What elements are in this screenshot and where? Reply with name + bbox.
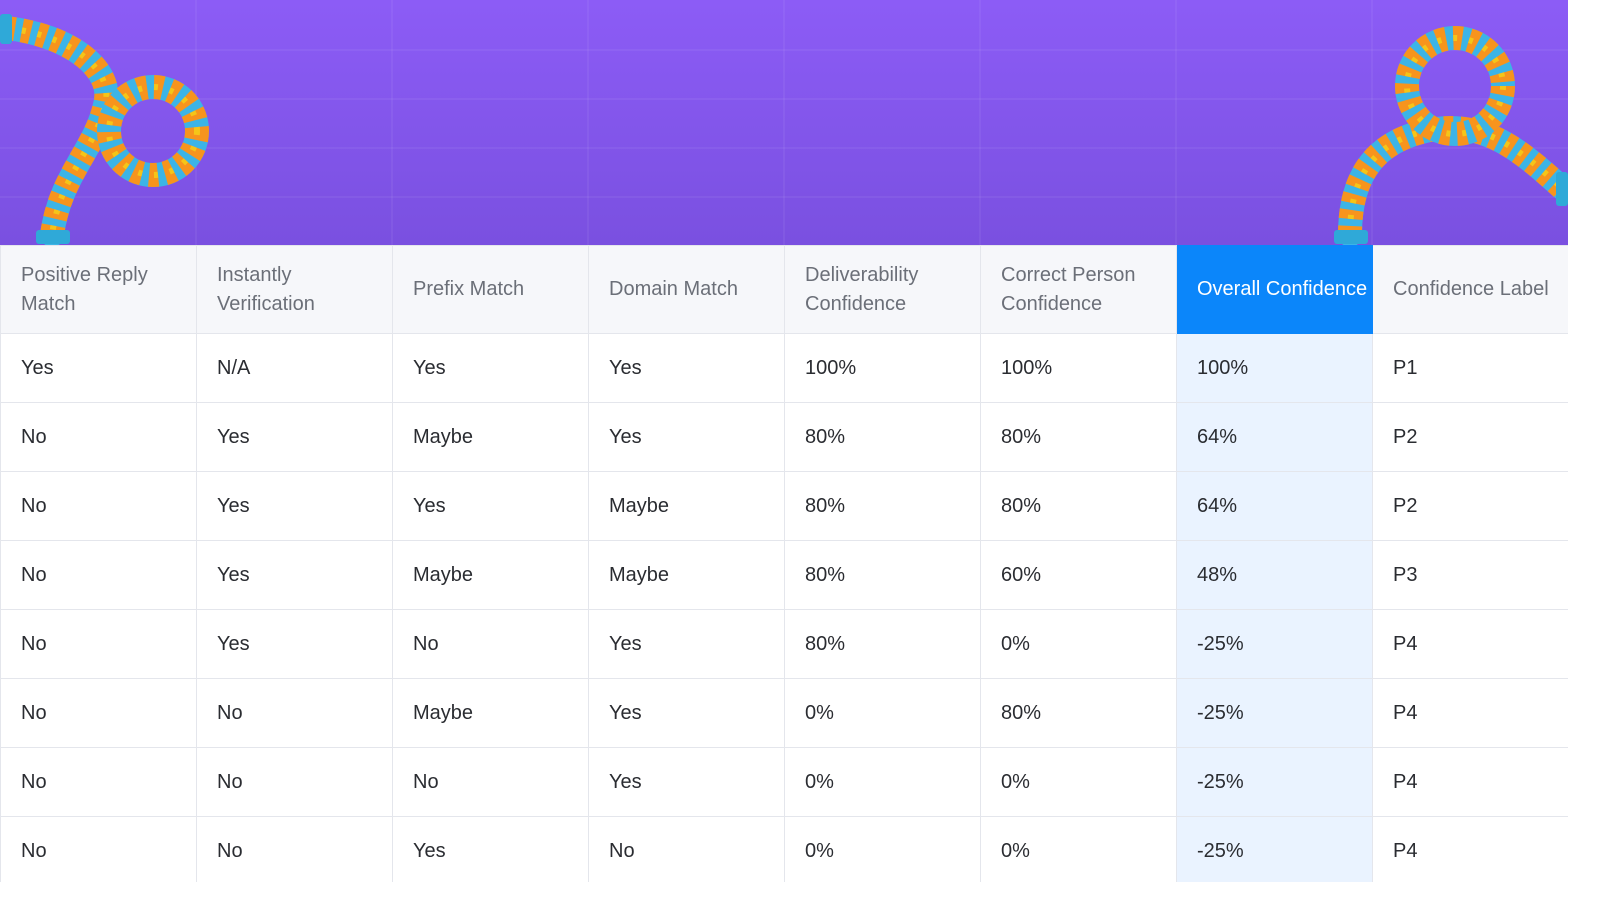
table-cell: N/A	[196, 333, 393, 403]
table-cell: P1	[1372, 333, 1568, 403]
table-cell: 80%	[784, 471, 981, 541]
table-cell: P4	[1372, 816, 1568, 882]
table-row: No Yes Maybe Yes 80% 80% 64% P2	[0, 402, 1568, 472]
table-cell: 0%	[784, 678, 981, 748]
table-cell: -25%	[1176, 816, 1373, 882]
table-cell: -25%	[1176, 747, 1373, 817]
table-cell: -25%	[1176, 678, 1373, 748]
table-cell: Yes	[196, 402, 393, 472]
confidence-table: Positive Reply Match Instantly Verificat…	[0, 245, 1568, 882]
table-row: No No No Yes 0% 0% -25% P4	[0, 747, 1568, 817]
table-cell: 80%	[980, 471, 1177, 541]
table-cell: No	[0, 402, 197, 472]
table-cell: P4	[1372, 609, 1568, 679]
table-cell: Maybe	[392, 540, 589, 610]
table-cell: 64%	[1176, 402, 1373, 472]
table-cell: Yes	[392, 816, 589, 882]
table-cell: 100%	[980, 333, 1177, 403]
banner-grid	[0, 0, 1568, 245]
table-cell: No	[0, 540, 197, 610]
table-row: No Yes No Yes 80% 0% -25% P4	[0, 609, 1568, 679]
table-cell: Yes	[588, 402, 785, 472]
table-cell: Maybe	[392, 678, 589, 748]
table-body: Yes N/A Yes Yes 100% 100% 100% P1 No Yes Maybe Yes 8…	[0, 333, 1568, 882]
table-cell: Yes	[392, 333, 589, 403]
table-cell: Yes	[196, 540, 393, 610]
table-cell: No	[0, 471, 197, 541]
table-cell: No	[196, 816, 393, 882]
table-cell: No	[196, 678, 393, 748]
table-cell: No	[0, 747, 197, 817]
table-cell: P4	[1372, 678, 1568, 748]
table-row: No No Maybe Yes 0% 80% -25% P4	[0, 678, 1568, 748]
table-cell: 0%	[980, 816, 1177, 882]
infographic-card: Positive Reply Match Instantly Verificat…	[0, 0, 1568, 882]
rope-icon	[0, 14, 209, 245]
table-cell: No	[196, 747, 393, 817]
table-cell: Yes	[588, 609, 785, 679]
table-cell: Maybe	[392, 402, 589, 472]
table-cell: P2	[1372, 471, 1568, 541]
table-cell: Yes	[196, 471, 393, 541]
column-header-correct-person-confidence: Correct Person Confidence	[980, 245, 1177, 334]
table-cell: 64%	[1176, 471, 1373, 541]
column-header-positive-reply-match: Positive Reply Match	[0, 245, 197, 334]
table-row: No Yes Maybe Maybe 80% 60% 48% P3	[0, 540, 1568, 610]
table-cell: 80%	[784, 402, 981, 472]
table-cell: P4	[1372, 747, 1568, 817]
column-header-domain-match: Domain Match	[588, 245, 785, 334]
banner	[0, 0, 1568, 245]
table-cell: No	[588, 816, 785, 882]
table-cell: 0%	[784, 816, 981, 882]
table-cell: P3	[1372, 540, 1568, 610]
table-cell: 0%	[980, 609, 1177, 679]
table-cell: 80%	[980, 402, 1177, 472]
table-cell: -25%	[1176, 609, 1373, 679]
table-cell: No	[392, 609, 589, 679]
table-cell: Yes	[0, 333, 197, 403]
table-cell: 0%	[980, 747, 1177, 817]
column-header-confidence-label: Confidence Label	[1372, 245, 1568, 334]
table-cell: 80%	[980, 678, 1177, 748]
table-cell: 100%	[784, 333, 981, 403]
column-header-prefix-match: Prefix Match	[392, 245, 589, 334]
table-cell: 80%	[784, 540, 981, 610]
table-cell: Yes	[588, 678, 785, 748]
table-cell: 80%	[784, 609, 981, 679]
table-cell: P2	[1372, 402, 1568, 472]
table-cell: No	[0, 609, 197, 679]
table-cell: Maybe	[588, 540, 785, 610]
table-row: Yes N/A Yes Yes 100% 100% 100% P1	[0, 333, 1568, 403]
table-cell: Yes	[196, 609, 393, 679]
table-cell: 48%	[1176, 540, 1373, 610]
table-cell: No	[0, 678, 197, 748]
column-header-instantly-verification: Instantly Verification	[196, 245, 393, 334]
table-cell: Yes	[392, 471, 589, 541]
table-cell: 60%	[980, 540, 1177, 610]
table-row: No Yes Yes Maybe 80% 80% 64% P2	[0, 471, 1568, 541]
rope-icon	[1334, 26, 1568, 245]
table-cell: Yes	[588, 747, 785, 817]
table-cell: 0%	[784, 747, 981, 817]
table-cell: No	[0, 816, 197, 882]
table-cell: 100%	[1176, 333, 1373, 403]
table-cell: Maybe	[588, 471, 785, 541]
table-row: No No Yes No 0% 0% -25% P4	[0, 816, 1568, 882]
header-row: Positive Reply Match Instantly Verificat…	[0, 245, 1568, 334]
table-cell: Yes	[588, 333, 785, 403]
column-header-deliverability-confidence: Deliverability Confidence	[784, 245, 981, 334]
table-cell: No	[392, 747, 589, 817]
column-header-overall-confidence: Overall Confidence	[1176, 245, 1373, 334]
